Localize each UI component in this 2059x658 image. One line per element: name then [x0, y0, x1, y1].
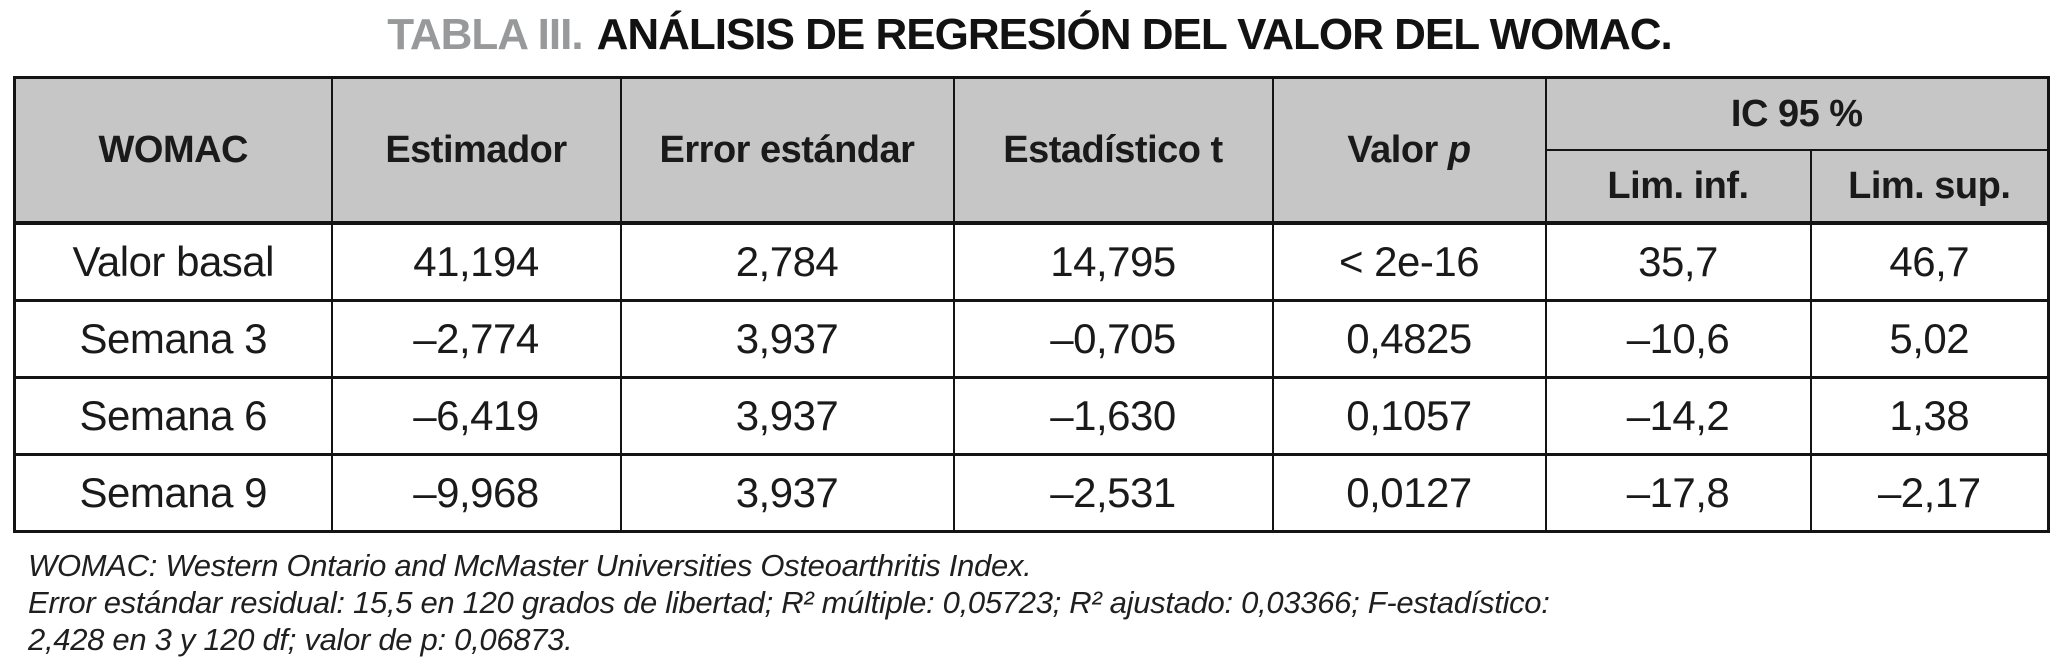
- table-title-number: TABLA III.: [387, 10, 583, 59]
- table-cell: 35,7: [1544, 221, 1812, 302]
- table-cell: –2,531: [952, 453, 1274, 533]
- row-label-cell: Valor basal: [13, 221, 333, 302]
- table-cell: –1,630: [952, 376, 1274, 456]
- paper-page: TABLA III. ANÁLISIS DE REGRESIÓN DEL VALO…: [0, 10, 2059, 657]
- table-cell: –9,968: [330, 453, 622, 533]
- row-label-cell: Semana 6: [13, 376, 333, 456]
- table-cell: 3,937: [619, 453, 955, 533]
- header-lim-sup: Lim. sup.: [1809, 149, 2050, 225]
- table-cell: 0,1057: [1271, 376, 1547, 456]
- regression-table: WOMAC Estimador Error estándar Estadísti…: [13, 76, 2051, 533]
- header-error-estandar: Error estándar: [619, 76, 955, 225]
- table-cell: 3,937: [619, 376, 955, 456]
- table-cell: 0,4825: [1271, 299, 1547, 379]
- table-cell: 46,7: [1809, 221, 2050, 302]
- table-cell: 2,784: [619, 221, 955, 302]
- table-cell: –2,17: [1809, 453, 2050, 533]
- footnote-regression-stats: Error estándar residual: 15,5 en 120 gra…: [28, 585, 1550, 620]
- header-valor-p-var: p: [1447, 128, 1471, 171]
- header-valor-p-prefix: Valor: [1347, 128, 1448, 171]
- header-lim-inf: Lim. inf.: [1544, 149, 1812, 225]
- header-ic95-group: IC 95 %: [1544, 76, 2050, 151]
- table-cell: 41,194: [330, 221, 622, 302]
- header-estadistico-t: Estadístico t: [952, 76, 1274, 225]
- table-cell: –14,2: [1544, 376, 1812, 456]
- table-cell: –6,419: [330, 376, 622, 456]
- table-cell: –2,774: [330, 299, 622, 379]
- header-womac: WOMAC: [13, 76, 333, 225]
- header-estimador: Estimador: [330, 76, 622, 225]
- row-label-cell: Semana 3: [13, 299, 333, 379]
- table-cell: –0,705: [952, 299, 1274, 379]
- table-cell: < 2e-16: [1271, 221, 1547, 302]
- table-cell: 0,0127: [1271, 453, 1547, 533]
- table-header: WOMAC Estimador Error estándar Estadísti…: [13, 76, 2050, 225]
- table-row-semana-6: Semana 6 –6,419 3,937 –1,630 0,1057 –14,…: [13, 376, 2050, 456]
- table-row-semana-3: Semana 3 –2,774 3,937 –0,705 0,4825 –10,…: [13, 299, 2050, 379]
- table-title-text: ANÁLISIS DE REGRESIÓN DEL VALOR DEL WOMA…: [596, 10, 1673, 59]
- header-row-sub: Lim. inf. Lim. sup.: [15, 149, 2050, 225]
- table-cell: 5,02: [1809, 299, 2050, 379]
- table-cell: –17,8: [1544, 453, 1812, 533]
- table-footnotes: WOMAC: Western Ontario and McMaster Univ…: [28, 547, 2059, 658]
- table-row-valor-basal: Valor basal 41,194 2,784 14,795 < 2e-16 …: [13, 221, 2050, 302]
- header-valor-p: Valor p: [1271, 76, 1547, 225]
- table-cell: 1,38: [1809, 376, 2050, 456]
- table-body: Valor basal 41,194 2,784 14,795 < 2e-16 …: [13, 221, 2050, 533]
- table-row-semana-9: Semana 9 –9,968 3,937 –2,531 0,0127 –17,…: [13, 453, 2050, 533]
- table-cell: 14,795: [952, 221, 1274, 302]
- header-row-top: WOMAC Estimador Error estándar Estadísti…: [13, 76, 2050, 225]
- row-label-cell: Semana 9: [13, 453, 333, 533]
- table-cell: 3,937: [619, 299, 955, 379]
- table-cell: –10,6: [1544, 299, 1812, 379]
- footnote-womac-definition: WOMAC: Western Ontario and McMaster Univ…: [28, 548, 1032, 583]
- table-title: TABLA III. ANÁLISIS DE REGRESIÓN DEL VALO…: [0, 10, 2059, 60]
